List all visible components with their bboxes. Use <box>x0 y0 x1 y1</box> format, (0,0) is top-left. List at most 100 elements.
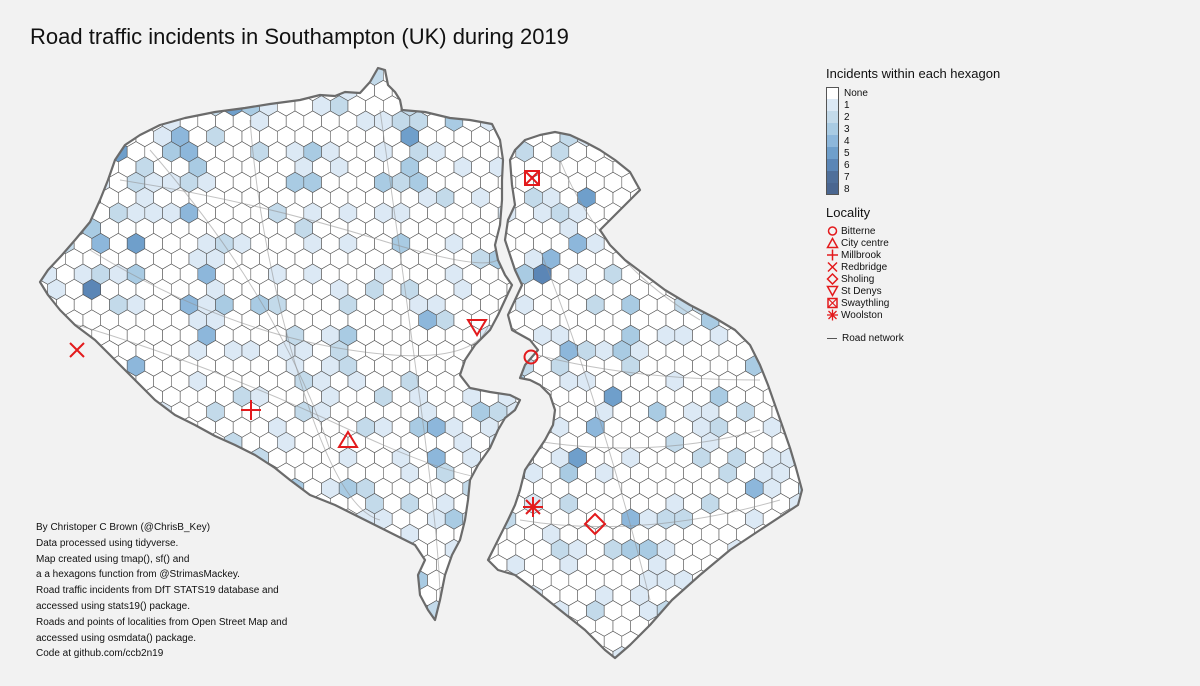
hexagon-cell <box>338 539 358 561</box>
hexagon-cell <box>480 630 499 652</box>
hexagon-cell <box>798 294 802 316</box>
hexagon-cell <box>40 462 49 484</box>
legend-fill-label: 6 <box>844 159 850 171</box>
hexagon-cell <box>736 187 755 209</box>
legend-locality-label: Bitterne <box>841 225 876 237</box>
legend-swatch <box>826 87 839 99</box>
hexagon-cell <box>727 569 746 591</box>
hexagon-cell <box>753 95 773 117</box>
hexagon-cell <box>392 662 410 682</box>
hexagon-cell <box>428 662 446 682</box>
hexagon-cell <box>657 662 675 682</box>
redbridge-marker <box>69 342 85 358</box>
hexagon-cell <box>40 309 49 331</box>
hexagon-cell <box>550 630 570 652</box>
hexagon-cell <box>40 110 57 132</box>
hexagon-cell <box>118 462 137 484</box>
hexagon-cell <box>40 68 57 71</box>
hexagon-cell <box>541 95 561 117</box>
hexagon-cell <box>807 341 825 361</box>
hexagon-cell <box>798 263 802 285</box>
hexagon-cell <box>338 600 358 622</box>
hexagon-cell <box>126 416 146 438</box>
hexagon-cell <box>771 554 791 576</box>
hexagon-cell <box>40 156 49 178</box>
hexagon-cell <box>771 125 791 148</box>
hexagon-cell <box>435 95 455 117</box>
hexagon-cell <box>753 125 773 148</box>
hexagon-cell <box>771 278 791 301</box>
hexagon-cell <box>709 68 729 71</box>
hexagon-cell <box>135 462 154 484</box>
hexagon-cell <box>674 202 693 224</box>
hexagon-cell <box>356 539 375 561</box>
hexagon-cell <box>21 325 39 345</box>
hexagon-cell <box>329 523 349 545</box>
hexagon-cell <box>745 539 764 561</box>
hexagon-cell <box>73 355 93 377</box>
hexagon-cell <box>471 584 490 607</box>
hexagon-cell <box>780 263 799 285</box>
hexagon-cell <box>73 141 93 163</box>
hexagon-cell <box>329 615 349 637</box>
hexagon-cell <box>188 95 207 117</box>
triangle-up-icon <box>826 237 839 249</box>
hexagon-cell <box>73 202 93 224</box>
hexagon-cell <box>807 524 825 544</box>
hexagon-cell <box>126 477 146 499</box>
hexagon-cell <box>533 80 552 102</box>
hexagon-cell <box>745 80 764 102</box>
diamond-icon <box>826 273 839 285</box>
hexagon-cell <box>683 156 702 178</box>
road-line <box>529 429 761 449</box>
legend-locality-entry: Redbridge <box>826 261 1000 273</box>
hexagon-cell <box>374 630 393 652</box>
hexagon-cell <box>789 340 802 362</box>
hexagon-cell <box>215 477 234 499</box>
hexagon-cell <box>109 386 128 408</box>
hexagon-cell <box>285 569 305 591</box>
hexagon-cell <box>533 68 552 71</box>
millbrook-marker <box>241 400 261 420</box>
hexagon-cell <box>21 386 39 406</box>
hexagon-cell <box>329 584 349 607</box>
road-line <box>249 119 381 521</box>
hexagon-cell <box>224 493 243 515</box>
legend-locality-entry: Millbrook <box>826 249 1000 261</box>
hexagon-cell <box>780 171 799 193</box>
legend-localities: Bitterne City centre Millbrook Redbridge Sho… <box>826 225 1000 321</box>
hexagon-cell <box>497 68 517 71</box>
hexagon-cell <box>56 324 75 346</box>
hexagon-cell <box>126 110 146 132</box>
hexagon-cell <box>303 508 322 530</box>
road-line <box>519 499 781 528</box>
hexagon-cell <box>56 171 75 193</box>
hexagon-cell <box>709 202 729 224</box>
hexagon-cell <box>780 630 799 652</box>
legend-swatch <box>826 99 839 111</box>
hexagon-cell <box>692 263 711 285</box>
hexagon-cell <box>577 95 596 117</box>
hexagon-cell <box>65 125 84 148</box>
hexagon-cell <box>294 493 314 515</box>
hexagon-cell <box>524 615 543 637</box>
hexagon-cell <box>109 477 128 499</box>
hexagon-cell <box>356 630 375 652</box>
hexagon-cell <box>73 110 93 132</box>
hexagon-cell <box>762 68 782 71</box>
hexagon-cell <box>559 95 579 117</box>
hexagon-cell <box>144 477 163 499</box>
hexagon-cell <box>550 68 570 71</box>
hexagon-cell <box>374 539 393 561</box>
hexagon-cell <box>471 95 490 117</box>
city-boundary <box>38 66 804 660</box>
hexagon-cell <box>82 95 101 117</box>
hexagon-cell <box>807 188 825 208</box>
hexagon-cell <box>736 68 755 86</box>
hexagon-cell <box>727 141 746 163</box>
hexagon-cell <box>251 662 269 682</box>
hexagon-cell <box>718 95 738 117</box>
hexagon-cell <box>56 447 75 469</box>
hexagon-cell <box>56 477 75 499</box>
hexagon-cell <box>435 615 455 637</box>
